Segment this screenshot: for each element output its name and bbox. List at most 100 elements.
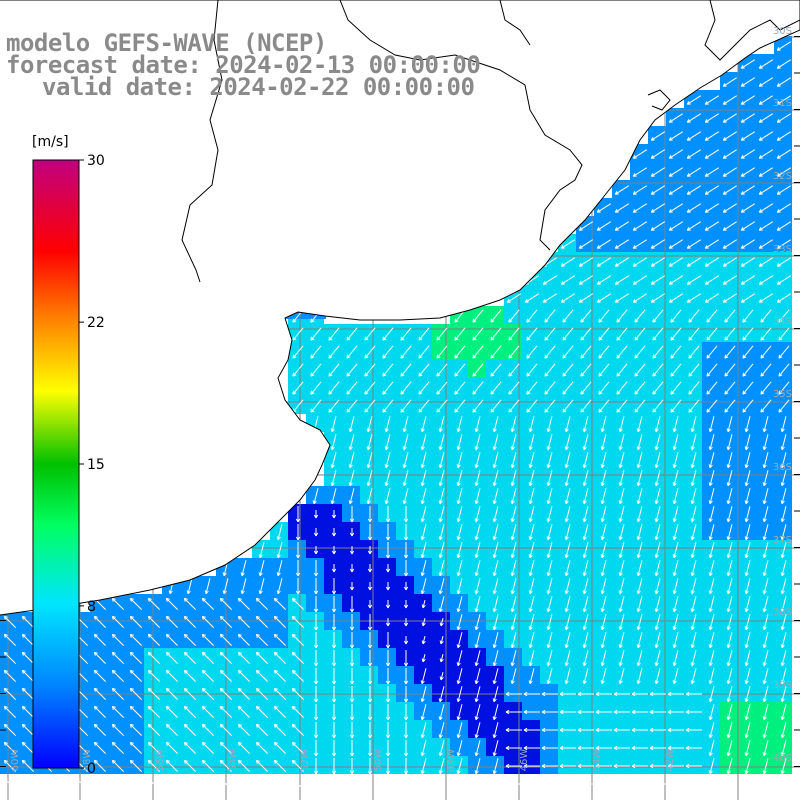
wind-arrow	[237, 723, 251, 737]
speed-cell	[630, 360, 648, 378]
wind-arrow	[758, 95, 774, 105]
speed-cell	[468, 450, 486, 468]
wind-arrow	[418, 327, 430, 341]
wind-arrow	[744, 434, 751, 451]
speed-cell	[360, 576, 378, 594]
speed-cell	[684, 288, 702, 306]
wind-arrow	[636, 542, 643, 559]
speed-cell	[522, 738, 540, 756]
wind-arrow	[474, 560, 481, 577]
wind-arrow	[726, 524, 733, 541]
speed-cell	[612, 414, 630, 432]
wind-arrow	[762, 686, 769, 703]
wind-arrow	[667, 727, 684, 733]
speed-cell	[738, 540, 756, 558]
lagoon-outline	[704, 0, 800, 61]
speed-cell	[342, 594, 360, 612]
speed-cell	[756, 306, 774, 324]
wind-arrow	[668, 185, 684, 195]
wind-arrow	[758, 185, 774, 195]
speed-cell	[756, 396, 774, 414]
wind-arrow	[420, 668, 427, 685]
wind-arrow	[670, 381, 682, 395]
speed-cell	[414, 558, 432, 576]
wind-arrow	[474, 740, 481, 757]
colorbar-tick-label: 0	[87, 761, 96, 777]
wind-arrow	[201, 615, 215, 629]
wind-arrow	[201, 651, 215, 665]
latitude-label: 35S	[773, 389, 792, 400]
wind-arrow	[780, 704, 787, 721]
speed-cell	[558, 414, 576, 432]
speed-cell	[648, 144, 666, 162]
wind-arrow	[474, 686, 481, 703]
speed-cell	[648, 648, 666, 666]
wind-arrow	[670, 399, 682, 413]
wind-arrow	[600, 614, 607, 631]
wind-arrow	[438, 524, 445, 541]
speed-cell	[450, 324, 468, 342]
speed-cell	[396, 738, 414, 756]
speed-cell	[774, 648, 792, 666]
wind-arrow	[510, 470, 517, 487]
speed-cell	[414, 468, 432, 486]
wind-arrow	[93, 741, 107, 755]
speed-cell	[702, 504, 720, 522]
latitude-label: 31S	[773, 98, 792, 109]
wind-arrow	[726, 560, 733, 577]
wind-arrow	[667, 745, 684, 751]
wind-arrow	[240, 560, 247, 577]
wind-arrow	[420, 488, 427, 505]
speed-cell	[738, 144, 756, 162]
speed-cell	[522, 306, 540, 324]
speed-cell	[594, 756, 612, 774]
wind-arrow	[93, 759, 107, 773]
wind-arrow	[420, 470, 427, 487]
wind-arrow	[688, 327, 700, 341]
wind-arrow	[348, 470, 355, 487]
speed-cell	[234, 558, 252, 576]
speed-cell	[612, 558, 630, 576]
speed-cell	[414, 576, 432, 594]
speed-cell	[648, 324, 666, 342]
wind-arrow	[147, 615, 161, 629]
speed-cell	[558, 342, 576, 360]
wind-arrow	[654, 596, 661, 613]
speed-cell	[630, 630, 648, 648]
wind-arrow	[690, 470, 697, 487]
wind-arrow	[654, 506, 661, 523]
speed-cell	[684, 702, 702, 720]
speed-cell	[324, 648, 342, 666]
speed-cell	[558, 324, 576, 342]
speed-cell	[504, 648, 522, 666]
wind-arrow	[618, 470, 625, 487]
speed-cell	[612, 738, 630, 756]
wind-arrow	[690, 668, 697, 685]
wind-arrow	[544, 345, 556, 359]
speed-cell	[558, 684, 576, 702]
speed-cell	[486, 486, 504, 504]
wind-arrow	[438, 704, 445, 721]
colorbar-tick-label: 15	[87, 457, 105, 473]
speed-cell	[540, 288, 558, 306]
wind-arrow	[762, 524, 769, 541]
speed-cell	[774, 414, 792, 432]
wind-arrow	[762, 650, 769, 667]
wind-arrow	[686, 221, 702, 231]
wind-arrow	[3, 759, 17, 773]
political-border	[181, 0, 223, 283]
wind-arrow	[346, 345, 358, 359]
wind-arrow	[456, 596, 463, 613]
wind-arrow	[726, 704, 733, 721]
longitude-label: 48W	[446, 749, 457, 772]
speed-cell	[630, 216, 648, 234]
speed-cell	[558, 504, 576, 522]
wind-arrow	[201, 777, 215, 791]
speed-cell	[684, 486, 702, 504]
speed-cell	[738, 648, 756, 666]
wind-arrow	[492, 416, 499, 433]
speed-cell	[396, 378, 414, 396]
wind-arrow	[762, 506, 769, 523]
wind-arrow	[776, 149, 792, 159]
wind-arrow	[346, 381, 358, 395]
